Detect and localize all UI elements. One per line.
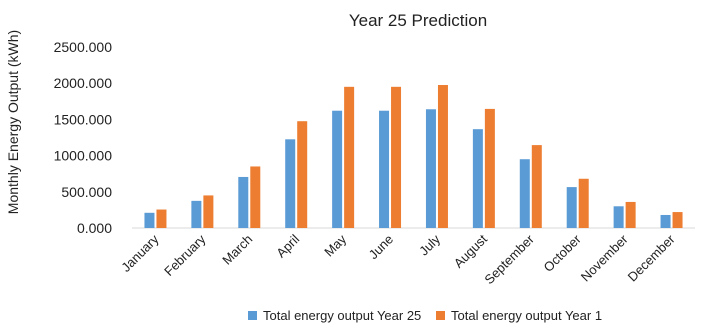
bar-series-2-march [250, 166, 261, 228]
bar-series-1-july [425, 109, 436, 228]
bar-series-1-march [238, 176, 249, 228]
y-tick-label: 2500.000 [54, 39, 113, 55]
x-tick-label: June [366, 232, 397, 263]
bar-series-2-november [625, 201, 636, 228]
bar-series-1-january [144, 212, 155, 228]
bar-series-1-october [566, 187, 577, 228]
y-tick-label: 1500.000 [54, 111, 113, 127]
bar-series-1-june [379, 110, 390, 228]
bar-series-2-october [578, 178, 589, 228]
bar-series-1-may [332, 110, 343, 228]
legend-label-1: Total energy output Year 25 [263, 308, 421, 323]
y-axis-ticks: 0.000 500.000 1000.000 1500.000 2000.000 2500… [54, 39, 113, 236]
x-tick-label: December [625, 231, 678, 284]
y-axis-label: Monthly Energy Output (kWh) [5, 30, 21, 214]
y-tick-label: 1000.000 [54, 148, 113, 164]
bar-series-1-december [660, 214, 671, 228]
x-tick-label: January [118, 231, 162, 275]
bar-series-2-september [531, 145, 542, 228]
bar-series-1-november [613, 206, 624, 228]
bar-series-2-june [391, 86, 402, 228]
legend-swatch-1 [248, 311, 257, 320]
bars [144, 85, 683, 228]
bar-series-1-august [472, 129, 483, 228]
x-tick-label: July [416, 231, 443, 258]
x-tick-label: March [219, 232, 255, 268]
x-tick-label: October [541, 231, 585, 275]
x-tick-label: November [578, 231, 631, 284]
y-tick-label: 500.000 [61, 184, 112, 200]
y-tick-label: 2000.000 [54, 75, 113, 91]
legend-label-2: Total energy output Year 1 [451, 308, 602, 323]
bar-series-2-february [203, 195, 214, 228]
bar-series-2-july [437, 85, 448, 228]
x-axis-labels: January February March April May June July Augu… [118, 231, 678, 287]
x-tick-label: May [321, 231, 349, 259]
bar-series-2-august [484, 108, 495, 228]
bar-series-2-may [344, 86, 355, 228]
chart-title: Year 25 Prediction [349, 11, 487, 30]
bar-series-2-december [672, 212, 683, 228]
x-tick-label: August [451, 231, 490, 270]
x-tick-label: February [161, 231, 209, 279]
bar-series-1-february [191, 200, 202, 228]
y-tick-label: 0.000 [77, 220, 112, 236]
bar-series-1-september [519, 159, 530, 228]
x-tick-label: September [481, 231, 537, 287]
legend: Total energy output Year 25 Total energy … [248, 308, 602, 323]
bar-series-2-january [156, 209, 167, 228]
bar-series-1-april [285, 139, 296, 228]
x-tick-label: April [273, 231, 302, 260]
legend-swatch-2 [436, 311, 445, 320]
bar-series-2-april [297, 121, 308, 228]
